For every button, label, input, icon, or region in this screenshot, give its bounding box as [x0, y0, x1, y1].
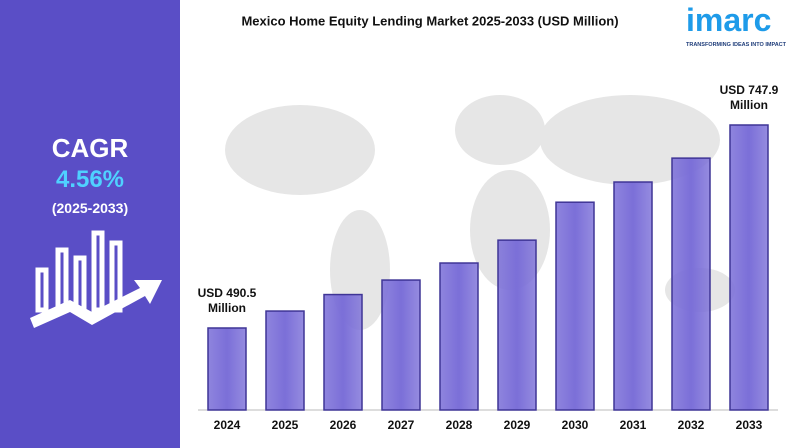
- bar: [729, 124, 769, 411]
- x-tick-label: 2033: [736, 418, 763, 432]
- bar: [555, 201, 595, 411]
- chart-title: Mexico Home Equity Lending Market 2025-2…: [241, 13, 618, 28]
- bar: [381, 279, 421, 411]
- x-tick-label: 2030: [562, 418, 589, 432]
- value-label: USD 747.9 Million: [719, 83, 779, 112]
- logo-name: imarc: [686, 2, 772, 38]
- bar: [439, 262, 479, 411]
- logo-tagline: TRANSFORMING IDEAS INTO IMPACT: [686, 42, 787, 48]
- x-tick-label: 2026: [330, 418, 357, 432]
- x-tick-label: 2024: [214, 418, 241, 432]
- bar: [497, 239, 537, 411]
- x-tick-label: 2032: [678, 418, 705, 432]
- value-label: USD 490.5 Million: [197, 286, 257, 315]
- cagr-label: CAGR: [51, 133, 129, 163]
- cagr-period: (2025-2033): [51, 200, 129, 216]
- x-tick-label: 2028: [446, 418, 473, 432]
- bar: [613, 181, 653, 411]
- bar: [207, 327, 247, 411]
- bar: [671, 157, 711, 411]
- side-panel: CAGR 4.56% (2025-2033): [0, 0, 180, 448]
- x-tick-label: 2025: [272, 418, 299, 432]
- x-tick-label: 2031: [620, 418, 647, 432]
- world-map: [225, 95, 735, 330]
- growth-icon: [30, 230, 162, 328]
- bar: [323, 293, 363, 411]
- bar: [265, 310, 305, 411]
- x-tick-label: 2029: [504, 418, 531, 432]
- x-tick-label: 2027: [388, 418, 415, 432]
- cagr-value: 4.56%: [55, 166, 125, 193]
